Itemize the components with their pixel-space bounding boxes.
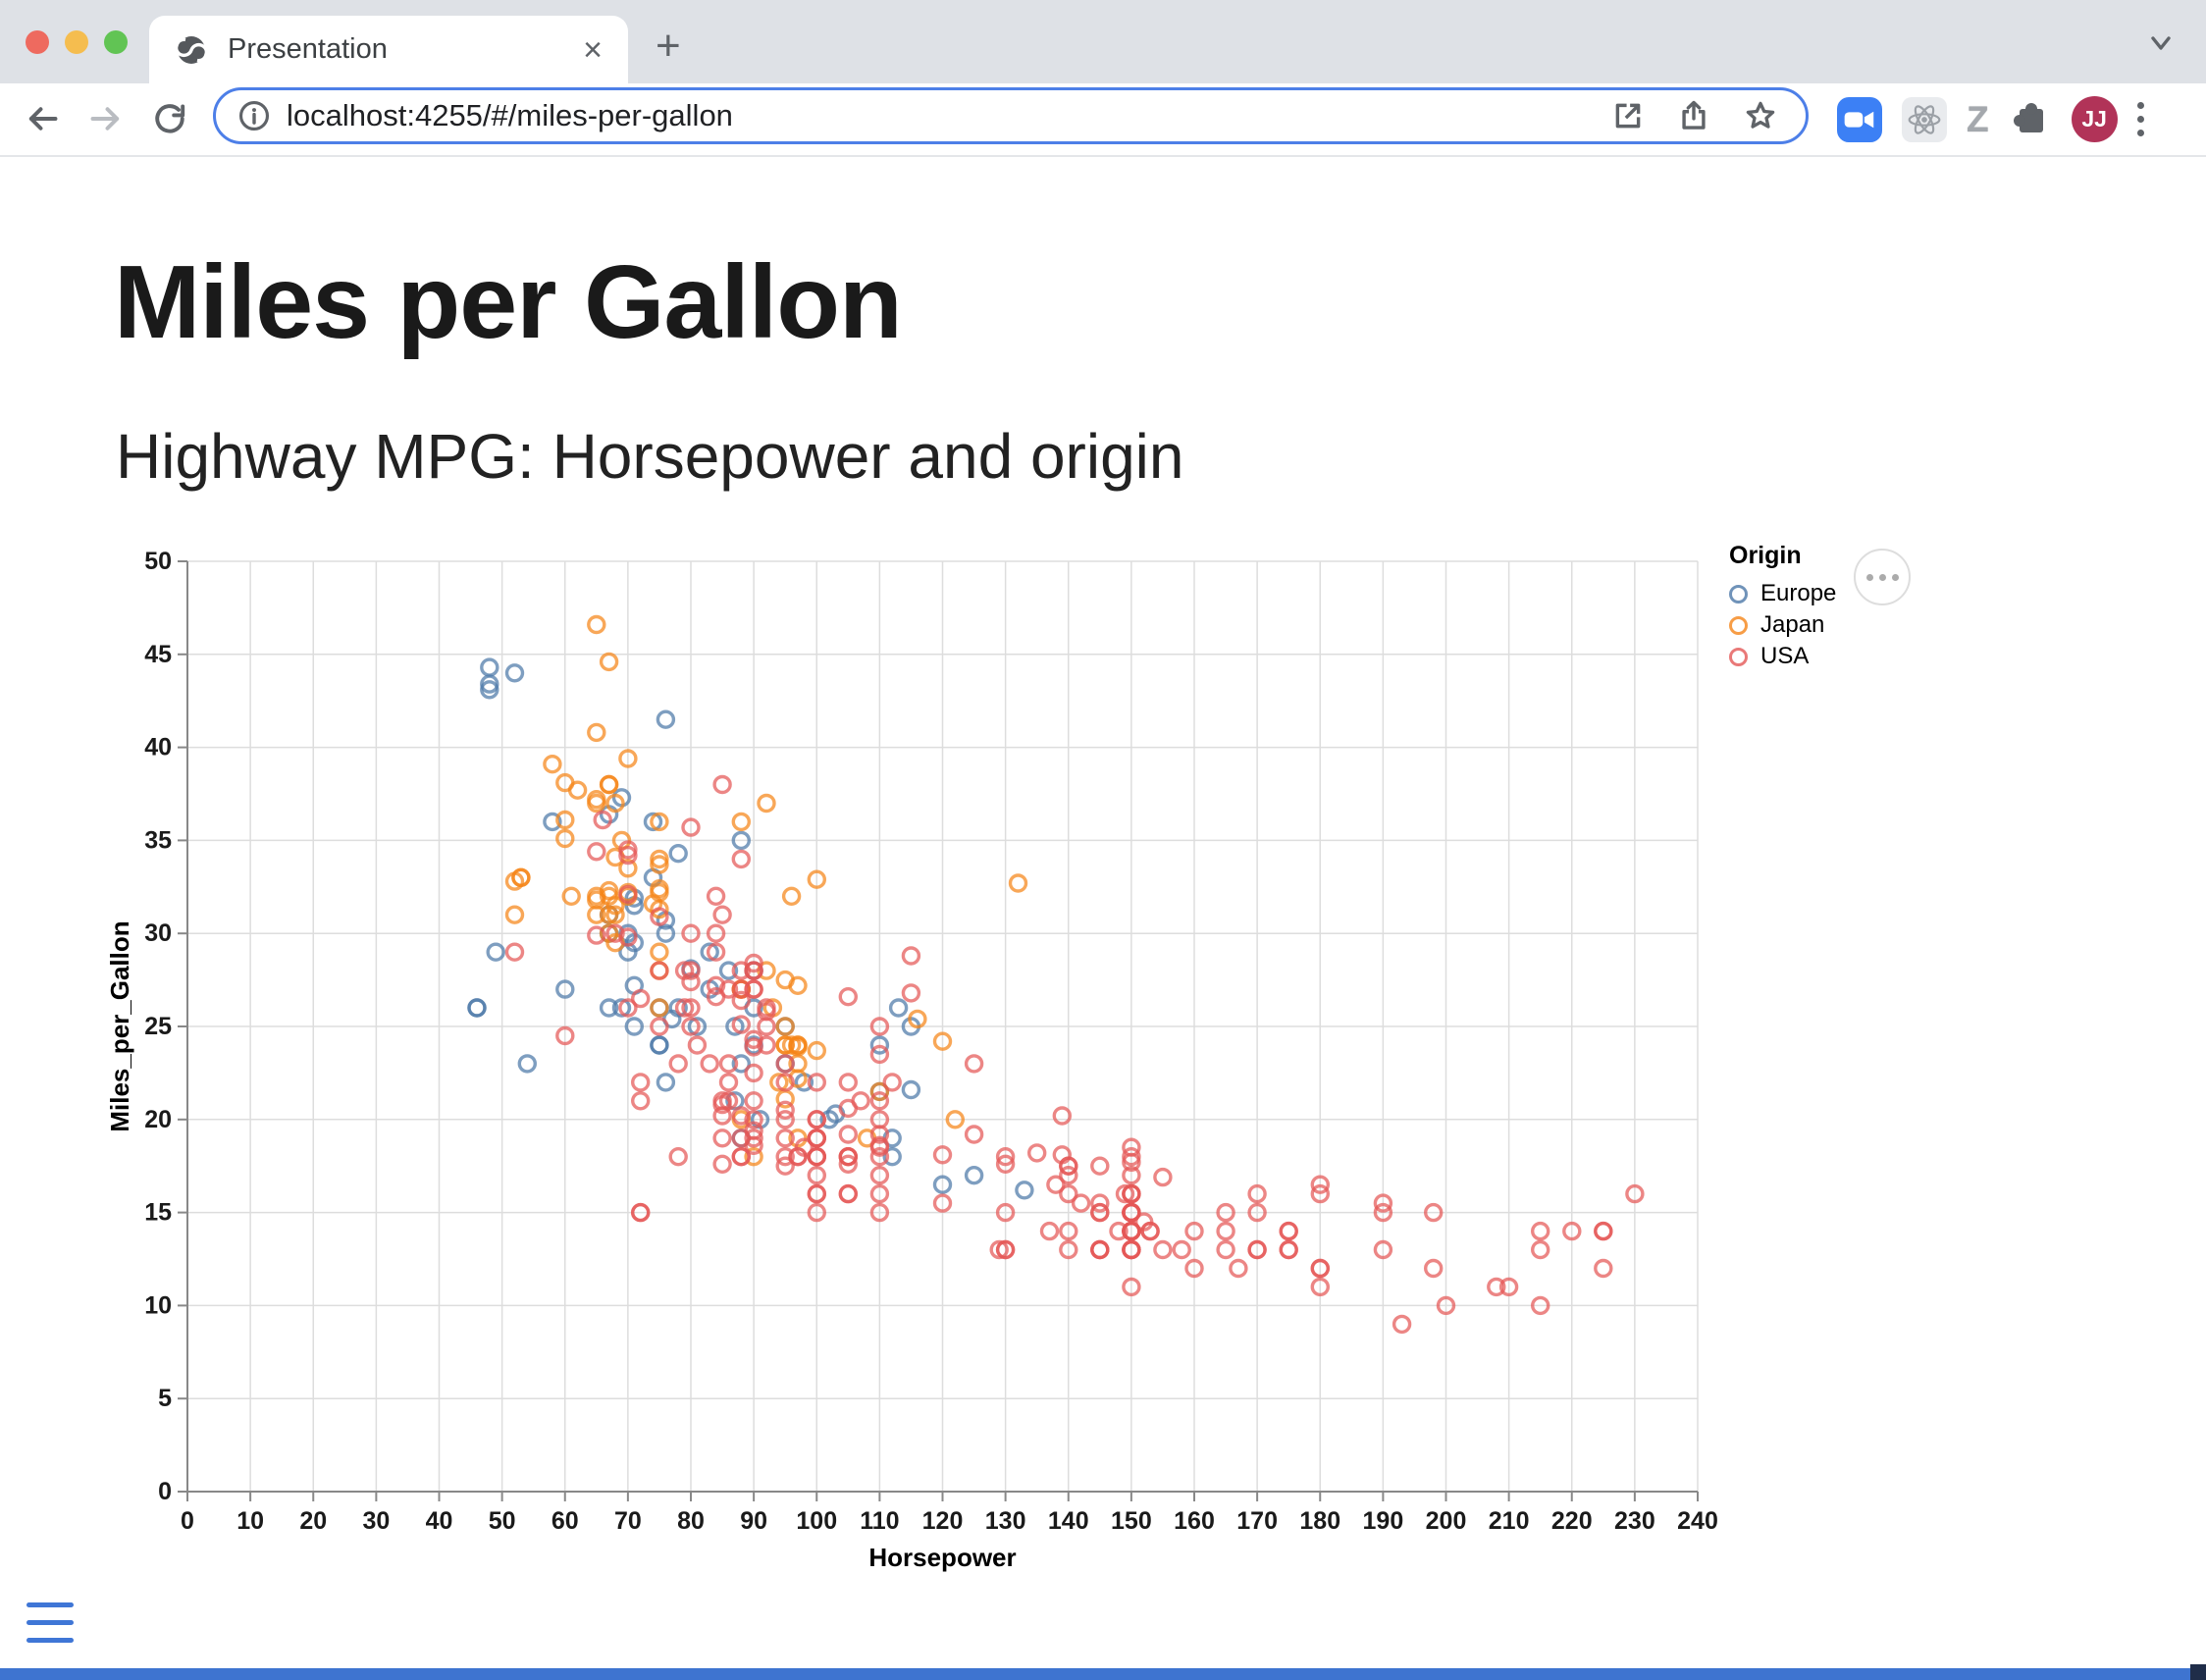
legend-item-japan: Japan — [1725, 609, 1836, 641]
series-europe — [467, 657, 1034, 1200]
profile-avatar[interactable]: JJ — [2071, 96, 2118, 142]
y-axis-title: Miles_per_Gallon — [105, 920, 134, 1131]
svg-text:50: 50 — [144, 548, 172, 575]
svg-text:30: 30 — [362, 1507, 390, 1535]
site-info-icon[interactable] — [237, 99, 271, 132]
svg-text:45: 45 — [144, 641, 172, 668]
react-extension-icon[interactable] — [1902, 96, 1947, 142]
legend-swatch-icon — [1729, 647, 1748, 666]
svg-text:180: 180 — [1299, 1507, 1340, 1535]
page-subtitle: Highway MPG: Horsepower and origin — [116, 421, 1184, 492]
vega-actions-button[interactable] — [1854, 549, 1911, 605]
extensions-puzzle-icon[interactable] — [2009, 98, 2052, 141]
legend-swatch-icon — [1729, 615, 1748, 635]
globe-favicon-icon — [177, 35, 206, 64]
url-bar[interactable]: localhost:4255/#/miles-per-gallon — [213, 87, 1809, 144]
browser-toolbar: localhost:4255/#/miles-per-gallon — [0, 83, 2206, 157]
url-input[interactable]: localhost:4255/#/miles-per-gallon — [287, 98, 733, 132]
svg-text:220: 220 — [1551, 1507, 1593, 1535]
svg-text:5: 5 — [158, 1385, 172, 1412]
axis-domains — [186, 561, 1698, 1493]
bookmark-star-icon[interactable] — [1743, 98, 1778, 133]
svg-text:130: 130 — [985, 1507, 1026, 1535]
svg-text:20: 20 — [144, 1106, 172, 1133]
svg-text:120: 120 — [922, 1507, 964, 1535]
svg-text:10: 10 — [144, 1291, 172, 1319]
svg-text:140: 140 — [1048, 1507, 1089, 1535]
svg-text:90: 90 — [740, 1507, 767, 1535]
z-extension-icon[interactable]: Z — [1967, 98, 1989, 139]
svg-text:10: 10 — [236, 1507, 264, 1535]
svg-text:80: 80 — [677, 1507, 705, 1535]
series-usa — [504, 774, 1645, 1335]
progress-bar-notch — [2190, 1664, 2206, 1680]
svg-text:0: 0 — [158, 1478, 172, 1505]
legend-title: Origin — [1729, 542, 1802, 569]
window-minimize-button[interactable] — [65, 30, 88, 54]
svg-text:240: 240 — [1677, 1507, 1718, 1535]
svg-text:160: 160 — [1174, 1507, 1215, 1535]
svg-text:170: 170 — [1236, 1507, 1278, 1535]
series-japan — [504, 614, 1028, 1167]
svg-text:40: 40 — [144, 734, 172, 761]
svg-text:15: 15 — [144, 1199, 172, 1227]
tab-strip: Presentation × + — [0, 0, 2206, 83]
svg-text:20: 20 — [299, 1507, 327, 1535]
open-in-new-icon[interactable] — [1611, 99, 1645, 132]
back-button-icon[interactable] — [25, 101, 60, 136]
svg-text:60: 60 — [552, 1507, 579, 1535]
legend-item-usa: USA — [1725, 641, 1836, 672]
browser-menu-icon[interactable] — [2136, 102, 2144, 136]
legend-label: Europe — [1760, 580, 1837, 606]
zoom-extension-icon[interactable] — [1837, 96, 1882, 142]
forward-button-icon[interactable] — [88, 101, 124, 136]
tab-close-icon[interactable]: × — [583, 30, 603, 69]
presentation-progress-bar — [0, 1664, 2206, 1680]
svg-text:50: 50 — [489, 1507, 516, 1535]
svg-text:230: 230 — [1614, 1507, 1655, 1535]
svg-text:40: 40 — [426, 1507, 453, 1535]
chart-legend: Origin Europe Japan USA — [1725, 542, 1836, 672]
legend-label: USA — [1760, 643, 1810, 669]
svg-text:200: 200 — [1426, 1507, 1467, 1535]
tab-search-chevron-icon[interactable] — [2145, 31, 2177, 57]
svg-text:100: 100 — [796, 1507, 837, 1535]
slide-menu-icon[interactable] — [26, 1602, 74, 1643]
svg-text:190: 190 — [1363, 1507, 1404, 1535]
svg-text:35: 35 — [144, 826, 172, 854]
svg-text:70: 70 — [614, 1507, 642, 1535]
legend-item-europe: Europe — [1725, 578, 1836, 609]
svg-text:25: 25 — [144, 1013, 172, 1040]
svg-text:0: 0 — [181, 1507, 194, 1535]
gridlines — [186, 560, 1699, 1493]
tab-title: Presentation — [228, 33, 388, 65]
svg-text:210: 210 — [1489, 1507, 1530, 1535]
y-axis-ticks: 0 5 10 15 20 25 30 35 40 45 50 — [144, 548, 187, 1505]
x-axis-ticks: 0 10 20 30 40 50 60 70 80 90 100 110 120 130 140 150 160… — [181, 1492, 1718, 1535]
svg-text:30: 30 — [144, 919, 172, 947]
new-tab-button[interactable]: + — [656, 22, 681, 70]
legend-swatch-icon — [1729, 584, 1748, 604]
window-close-button[interactable] — [26, 30, 49, 54]
browser-tab[interactable]: Presentation × — [149, 16, 628, 83]
x-axis-title: Horsepower — [868, 1543, 1016, 1572]
page-title: Miles per Gallon — [114, 244, 903, 360]
legend-label: Japan — [1760, 611, 1825, 638]
window-zoom-button[interactable] — [104, 30, 128, 54]
svg-text:110: 110 — [860, 1507, 899, 1535]
share-icon[interactable] — [1677, 99, 1710, 132]
svg-text:150: 150 — [1111, 1507, 1152, 1535]
reload-button-icon[interactable] — [152, 101, 187, 136]
